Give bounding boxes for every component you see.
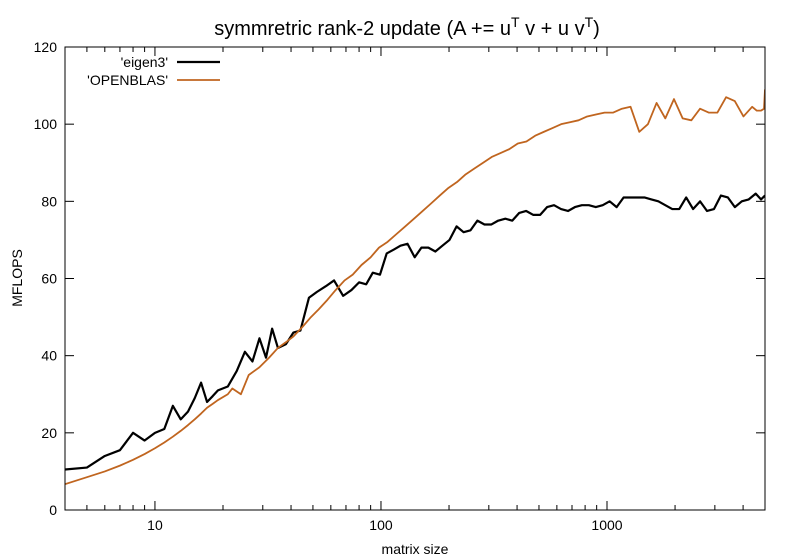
- x-axis: 10 100 1000: [64, 47, 766, 533]
- y-tick-label: 0: [49, 502, 57, 518]
- series-line-openblas: [65, 89, 765, 486]
- legend: 'eigen3' 'OPENBLAS': [87, 54, 220, 88]
- y-axis: 0 20 40 60 80 100 120: [34, 39, 765, 518]
- y-tick-label: 20: [41, 425, 57, 441]
- x-axis-label: matrix size: [382, 541, 449, 557]
- x-tick-label: 100: [369, 517, 393, 533]
- y-tick-label: 40: [41, 348, 57, 364]
- y-tick-label: 100: [34, 116, 58, 132]
- y-tick-label: 80: [41, 193, 57, 209]
- x-tick-label: 1000: [591, 517, 622, 533]
- x-tick-label: 10: [147, 517, 163, 533]
- series-line-eigen3: [65, 192, 765, 471]
- y-tick-label: 120: [34, 39, 58, 55]
- chart-title: symmretric rank-2 update (A += uT v + u …: [214, 14, 600, 40]
- plot-frame: [64, 46, 766, 511]
- legend-label: 'eigen3': [121, 54, 168, 70]
- legend-label: 'OPENBLAS': [87, 72, 168, 88]
- y-axis-label: MFLOPS: [9, 249, 25, 307]
- y-tick-label: 60: [41, 271, 57, 287]
- series-layer: [65, 89, 765, 486]
